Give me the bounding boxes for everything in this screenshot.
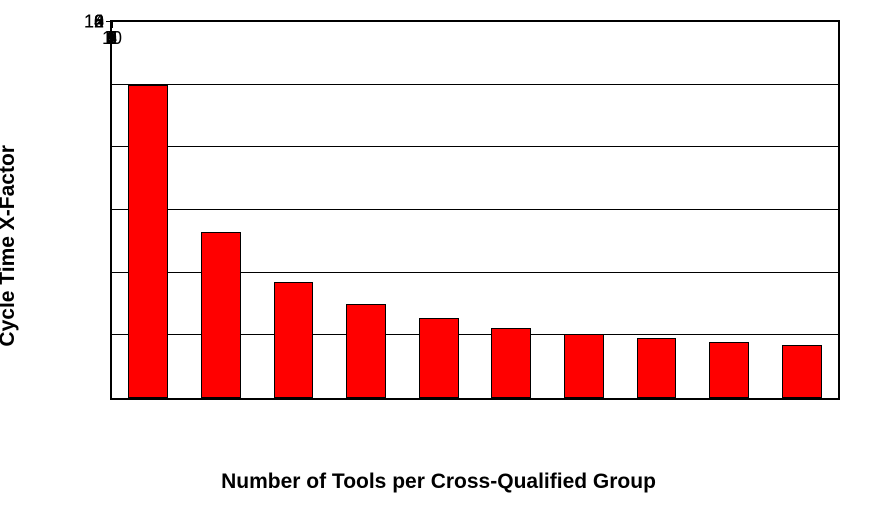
bar bbox=[491, 328, 531, 399]
plot-area: -24681012 12345678910 bbox=[110, 20, 840, 400]
bar bbox=[346, 304, 386, 398]
bar bbox=[564, 334, 604, 398]
x-tick-label: 10 bbox=[102, 22, 122, 49]
bar bbox=[709, 342, 749, 398]
bar bbox=[419, 318, 459, 398]
bar bbox=[782, 345, 822, 398]
y-axis-label: Cycle Time X-Factor bbox=[0, 145, 20, 347]
bar bbox=[128, 85, 168, 398]
bar bbox=[637, 338, 677, 398]
x-axis-label: Number of Tools per Cross-Qualified Grou… bbox=[0, 470, 877, 494]
bar bbox=[274, 282, 314, 398]
bars-layer bbox=[112, 22, 838, 398]
cycle-time-bar-chart: Cycle Time X-Factor -24681012 1234567891… bbox=[0, 0, 877, 506]
bar bbox=[201, 232, 241, 398]
